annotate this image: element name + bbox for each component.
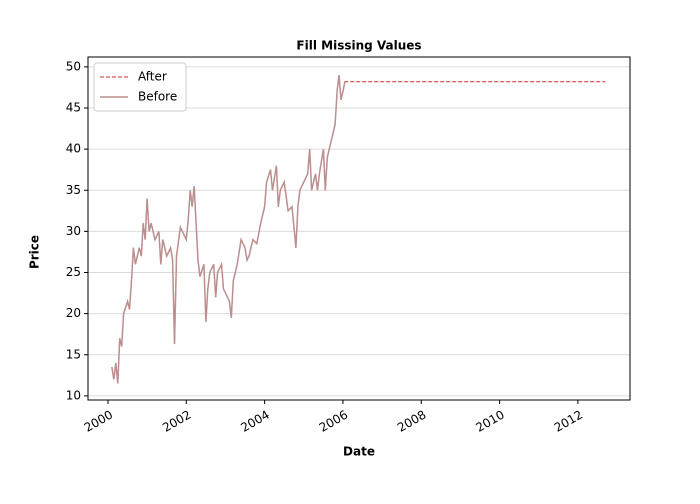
plot-frame [87,56,631,401]
x-tick-label: 2010 [473,408,506,435]
legend-label: After [138,70,167,84]
series-line [111,75,606,384]
y-axis-label: Price [28,235,42,269]
x-axis-label: Date [343,445,375,459]
legend-box [93,62,187,112]
y-tick-label: 25 [66,265,81,279]
y-tick-label: 15 [66,347,81,361]
x-tick-label: 2012 [552,408,585,435]
y-tick-label: 30 [66,224,81,238]
y-tick-label: 20 [66,306,81,320]
x-tick-label: 2006 [317,408,350,435]
y-tick-label: 45 [66,100,81,114]
x-tick-label: 2004 [238,408,271,435]
y-tick-label: 40 [66,142,81,156]
x-tick-label: 2002 [160,408,193,435]
y-tick-label: 10 [66,388,81,402]
x-tick-label: 2000 [82,408,115,435]
chart-title: Fill Missing Values [296,39,421,53]
y-tick-label: 35 [66,183,81,197]
legend-label: Before [138,90,177,104]
x-tick-label: 2008 [395,408,428,435]
y-tick-label: 50 [66,59,81,73]
series-line [111,75,346,384]
